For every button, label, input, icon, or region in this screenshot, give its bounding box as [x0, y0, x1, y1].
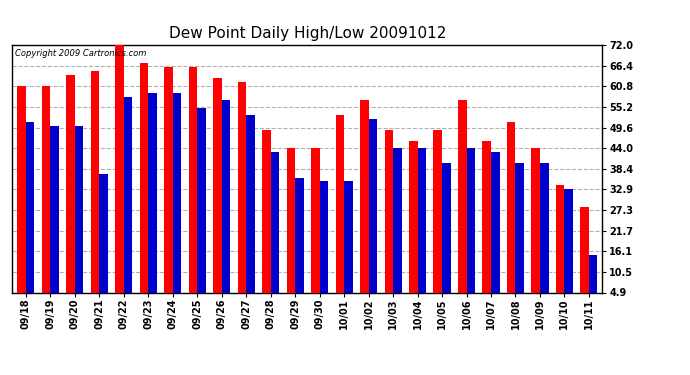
Bar — [515, 163, 524, 310]
Bar — [360, 100, 368, 310]
Bar — [188, 67, 197, 310]
Bar — [221, 100, 230, 310]
Bar — [417, 148, 426, 310]
Bar — [589, 255, 598, 310]
Bar — [458, 100, 466, 310]
Bar — [50, 126, 59, 310]
Bar — [237, 82, 246, 310]
Text: Copyright 2009 Cartronics.com: Copyright 2009 Cartronics.com — [15, 49, 147, 58]
Bar — [531, 148, 540, 310]
Bar — [556, 185, 564, 310]
Bar — [17, 86, 26, 310]
Bar — [148, 93, 157, 310]
Bar — [466, 148, 475, 310]
Bar — [246, 115, 255, 310]
Bar — [540, 163, 549, 310]
Bar — [99, 174, 108, 310]
Bar — [197, 108, 206, 310]
Bar — [433, 130, 442, 310]
Bar — [139, 63, 148, 310]
Bar — [213, 78, 221, 310]
Bar — [335, 115, 344, 310]
Bar — [262, 130, 270, 310]
Bar — [384, 130, 393, 310]
Bar — [442, 163, 451, 310]
Bar — [172, 93, 181, 310]
Bar — [91, 71, 99, 310]
Bar — [115, 45, 124, 310]
Bar — [295, 178, 304, 310]
Bar — [368, 119, 377, 310]
Bar — [124, 97, 132, 310]
Bar — [270, 152, 279, 310]
Title: Dew Point Daily High/Low 20091012: Dew Point Daily High/Low 20091012 — [169, 26, 446, 41]
Bar — [491, 152, 500, 310]
Bar — [75, 126, 83, 310]
Bar — [564, 189, 573, 310]
Bar — [580, 207, 589, 310]
Bar — [344, 182, 353, 310]
Bar — [42, 86, 50, 310]
Bar — [409, 141, 417, 310]
Bar — [164, 67, 172, 310]
Bar — [286, 148, 295, 310]
Bar — [482, 141, 491, 310]
Bar — [311, 148, 319, 310]
Bar — [66, 75, 75, 310]
Bar — [507, 123, 515, 310]
Bar — [26, 123, 34, 310]
Bar — [319, 182, 328, 310]
Bar — [393, 148, 402, 310]
